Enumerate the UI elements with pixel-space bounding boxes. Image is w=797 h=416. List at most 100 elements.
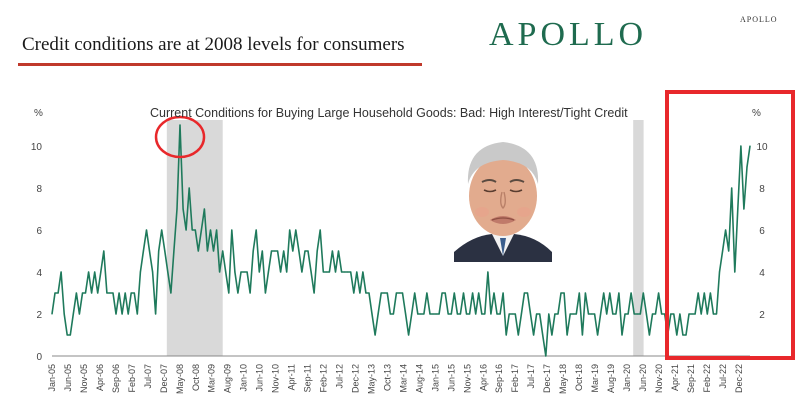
data-point (593, 313, 596, 315)
data-point (103, 250, 105, 252)
data-point (670, 313, 672, 315)
data-point (694, 313, 696, 315)
data-point (167, 271, 169, 273)
data-point (215, 229, 218, 231)
data-point (639, 313, 641, 315)
x-tick-label: Mar-14 (398, 364, 408, 393)
data-point (252, 250, 254, 252)
data-point (661, 313, 663, 315)
data-point (270, 250, 273, 252)
data-point (237, 292, 239, 294)
data-point (581, 334, 583, 336)
data-point (145, 229, 148, 231)
x-tick-label: Apr-21 (670, 364, 680, 391)
data-point (618, 292, 620, 294)
data-point (185, 229, 187, 231)
data-point (487, 271, 489, 273)
data-point (539, 313, 541, 315)
x-tick-label: Dec-12 (350, 364, 360, 393)
data-point (679, 313, 681, 315)
data-point (551, 334, 553, 336)
x-tick-label: Feb-07 (127, 364, 137, 393)
data-point (493, 292, 495, 294)
data-point (380, 292, 382, 294)
data-point (91, 292, 93, 294)
data-point (438, 313, 440, 315)
data-point (209, 229, 212, 231)
data-point (481, 313, 483, 315)
x-tick-label: Nov-20 (654, 364, 664, 393)
data-point (721, 250, 724, 252)
data-point (164, 250, 166, 252)
y-tick-label: 10 (31, 142, 43, 153)
y-tick-label: 8 (36, 184, 42, 195)
x-tick-label: Jan-10 (239, 364, 249, 392)
x-tick-label: Dec-17 (542, 364, 552, 393)
x-tick-label: Mar-19 (590, 364, 600, 393)
data-point (222, 250, 224, 252)
data-point (322, 271, 324, 273)
data-point (520, 313, 522, 315)
data-point (456, 313, 458, 315)
data-point (496, 313, 498, 315)
data-point (130, 292, 132, 294)
data-point (243, 271, 245, 273)
data-point (395, 292, 398, 294)
data-point (389, 313, 391, 315)
data-point (404, 313, 407, 315)
data-point (630, 292, 632, 294)
data-point (426, 292, 428, 294)
x-tick-label: Jan-05 (47, 364, 57, 392)
data-point (584, 292, 587, 294)
data-point (51, 313, 53, 315)
data-point (377, 313, 379, 315)
data-point (340, 271, 343, 273)
x-tick-label: Oct-18 (574, 364, 584, 391)
data-point (725, 229, 727, 231)
x-tick-label: Nov-10 (271, 364, 281, 393)
chart-title: Current Conditions for Buying Large Hous… (150, 106, 628, 120)
data-point (676, 334, 678, 336)
data-point (212, 250, 215, 252)
y-tick-label-right: 6 (759, 226, 765, 237)
recession-shading (633, 120, 644, 356)
data-point (69, 334, 71, 336)
data-point (228, 292, 230, 294)
data-point (313, 292, 315, 294)
data-point (109, 292, 111, 294)
data-point (173, 250, 175, 252)
data-point (258, 271, 260, 273)
data-point (350, 271, 352, 273)
data-point (514, 313, 516, 315)
x-tick-label: Jul-17 (526, 364, 536, 389)
data-point (569, 313, 571, 315)
data-point (246, 271, 248, 273)
data-point (511, 313, 513, 315)
data-point (295, 229, 297, 231)
data-point (612, 313, 614, 315)
data-point (444, 292, 446, 294)
x-tick-label: Dec-22 (734, 364, 744, 393)
x-tick-label: Apr-16 (478, 364, 488, 391)
data-point (715, 313, 718, 315)
x-tick-label: Nov-15 (462, 364, 472, 393)
x-tick-label: Oct-08 (191, 364, 201, 391)
data-point (127, 313, 129, 315)
data-point (182, 208, 184, 210)
data-point (200, 229, 202, 231)
x-tick-label: Aug-14 (414, 364, 424, 393)
data-point (731, 187, 733, 189)
data-point (298, 250, 300, 252)
x-tick-label: Jun-05 (63, 364, 73, 392)
data-point (106, 292, 108, 294)
recent-surge-highlight-box (665, 90, 795, 360)
data-point (600, 313, 602, 315)
x-tick-label: Feb-22 (702, 364, 712, 393)
x-tick-label: Jul-07 (143, 364, 153, 389)
data-point (161, 229, 163, 231)
data-point (188, 187, 190, 189)
data-point (636, 313, 638, 315)
data-point (328, 271, 330, 273)
x-tick-label: Oct-13 (382, 364, 392, 391)
data-point (139, 271, 141, 273)
